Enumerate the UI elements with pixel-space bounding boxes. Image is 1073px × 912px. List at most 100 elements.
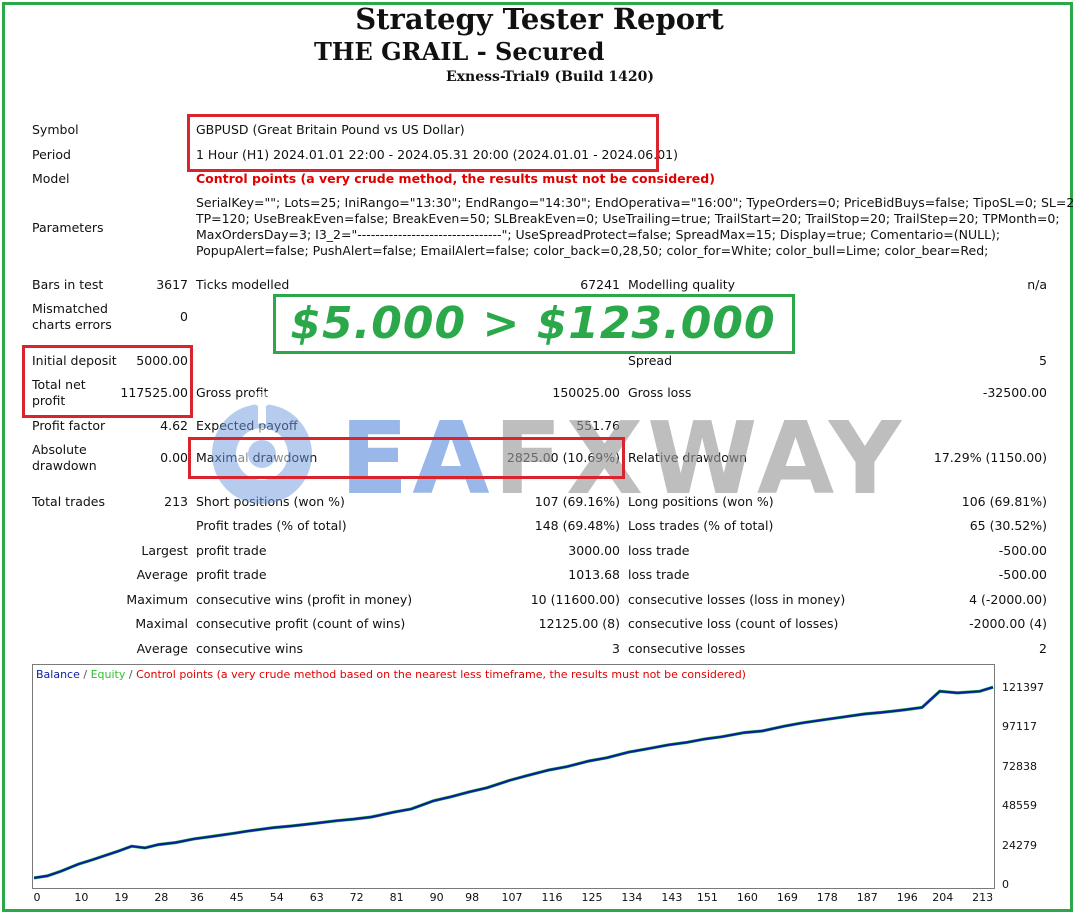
report-build: Exness-Trial9 (Build 1420) [446, 69, 654, 85]
bars-label: Bars in test [32, 277, 104, 292]
average-consecutive-label: Average [136, 641, 188, 656]
relative-drawdown-value: 17.29% (1150.00) [933, 450, 1047, 465]
bars-value: 3617 [156, 277, 188, 292]
y-tick-label: 0 [1002, 878, 1009, 891]
ticks-label: Ticks modelled [196, 277, 290, 292]
average-consecutive-losses-value: 2 [1039, 641, 1047, 656]
legend-note: Control points (a very crude method base… [136, 668, 746, 681]
watermark-ea: EA [340, 400, 494, 517]
absolute-drawdown-value: 0.00 [160, 450, 188, 465]
x-tick-label: 116 [541, 891, 563, 904]
x-tick-label: 160 [736, 891, 758, 904]
x-tick-label: 169 [776, 891, 798, 904]
max-consecutive-losses-label: consecutive losses (loss in money) [628, 592, 846, 607]
legend-separator: / [125, 668, 137, 681]
gross-profit-label: Gross profit [196, 385, 269, 400]
average-consecutive-losses-label: consecutive losses [628, 641, 746, 656]
parameters-line: PopupAlert=false; PushAlert=false; Email… [196, 243, 989, 258]
x-tick-label: 125 [581, 891, 603, 904]
promo-text: $5.000 > $123.000 [290, 298, 776, 349]
loss-trades-label: Loss trades (% of total) [628, 518, 774, 533]
quality-value: n/a [1027, 277, 1047, 292]
initial-deposit-label: Initial deposit [32, 353, 117, 368]
mismatch-value: 0 [180, 309, 188, 324]
total-trades-label: Total trades [32, 494, 106, 509]
total-trades-value: 213 [164, 494, 188, 509]
profit-trades-label: Profit trades (% of total) [196, 518, 347, 533]
x-tick-label: 10 [74, 891, 89, 904]
average-profit-trade-label: profit trade [196, 567, 267, 582]
model-label: Model [32, 171, 70, 186]
x-tick-label: 143 [661, 891, 683, 904]
x-tick-label: 54 [269, 891, 284, 904]
chart-legend: Balance / Equity / Control points (a ver… [36, 668, 746, 681]
eafxway-logo-icon [212, 392, 312, 504]
x-tick-label: 81 [389, 891, 404, 904]
x-tick-label: 107 [501, 891, 523, 904]
balance-chart [32, 664, 995, 889]
balance-line [33, 686, 994, 879]
legend-equity: Equity [90, 668, 126, 681]
average-loss-trade-value: -500.00 [998, 567, 1047, 582]
average-consecutive-wins-label: consecutive wins [196, 641, 304, 656]
period-label: Period [32, 147, 71, 162]
average-profit-trade-value: 1013.68 [568, 567, 620, 582]
mismatch-label: charts errors [32, 317, 112, 332]
x-tick-label: 72 [349, 891, 364, 904]
x-tick-label: 28 [154, 891, 169, 904]
parameters-line: TP=120; UseBreakEven=false; BreakEven=50… [196, 211, 1060, 226]
absolute-drawdown-label: Absolute [32, 442, 87, 457]
maximal-consecutive-profit-label: consecutive profit (count of wins) [196, 616, 406, 631]
gross-loss-label: Gross loss [628, 385, 692, 400]
symbol-label: Symbol [32, 122, 79, 137]
x-tick-label: 19 [114, 891, 129, 904]
absolute-drawdown-label: drawdown [32, 458, 97, 473]
spread-value: 5 [1039, 353, 1047, 368]
average-loss-trade-label: loss trade [628, 567, 690, 582]
report-subtitle: THE GRAIL - Secured [314, 37, 605, 66]
report-title: Strategy Tester Report [355, 2, 724, 36]
maximal-consecutive-loss-value: -2000.00 (4) [969, 616, 1047, 631]
period-value: 1 Hour (H1) 2024.01.01 22:00 - 2024.05.3… [196, 147, 679, 162]
x-tick-label: 213 [972, 891, 994, 904]
y-tick-label: 121397 [1002, 681, 1044, 694]
long-positions-label: Long positions (won %) [628, 494, 774, 509]
max-consecutive-wins-label: consecutive wins (profit in money) [196, 592, 413, 607]
net-profit-label: Total net [32, 377, 86, 392]
x-tick-label: 63 [309, 891, 324, 904]
x-tick-label: 45 [229, 891, 244, 904]
y-tick-label: 97117 [1002, 720, 1037, 734]
symbol-period-highlight [187, 114, 659, 172]
x-tick-label: 187 [856, 891, 878, 904]
net-profit-value: 117525.00 [120, 385, 188, 400]
maximum-label: Maximum [126, 592, 188, 607]
maximal-drawdown-value: 2825.00 (10.69%) [506, 450, 620, 465]
loss-trades-value: 65 (30.52%) [969, 518, 1047, 533]
maximal-consecutive-loss-label: consecutive loss (count of losses) [628, 616, 839, 631]
max-consecutive-wins-value: 10 (11600.00) [530, 592, 620, 607]
largest-loss-trade-value: -500.00 [998, 543, 1047, 558]
parameters-line: SerialKey=""; Lots=25; IniRango="13:30";… [196, 195, 1073, 210]
drawdown-highlight [188, 437, 625, 479]
largest-label: Largest [141, 543, 188, 558]
parameters-label: Parameters [32, 220, 104, 235]
x-tick-label: 0 [33, 891, 41, 904]
largest-loss-trade-label: loss trade [628, 543, 690, 558]
profit-trades-value: 148 (69.48%) [534, 518, 620, 533]
largest-profit-trade-value: 3000.00 [568, 543, 620, 558]
expected-payoff-value: 551.76 [576, 418, 620, 433]
ticks-value: 67241 [580, 277, 620, 292]
spread-label: Spread [628, 353, 673, 368]
short-positions-value: 107 (69.16%) [534, 494, 620, 509]
x-tick-label: 151 [696, 891, 718, 904]
average-label: Average [136, 567, 188, 582]
maximal-consecutive-profit-value: 12125.00 (8) [538, 616, 620, 631]
promo-box [273, 294, 795, 354]
deposit-profit-highlight [22, 345, 193, 418]
gross-profit-value: 150025.00 [552, 385, 620, 400]
x-tick-label: 90 [429, 891, 444, 904]
initial-deposit-value: 5000.00 [136, 353, 188, 368]
y-tick-label: 24279 [1002, 838, 1037, 852]
average-consecutive-wins-value: 3 [612, 641, 620, 656]
